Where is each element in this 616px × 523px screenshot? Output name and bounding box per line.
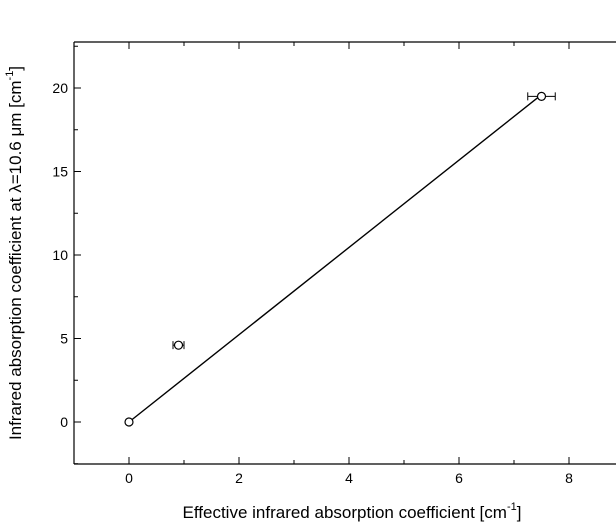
x-tick-label: 6 [455,470,463,486]
x-tick-label: 8 [565,470,573,486]
x-axis-label-sup: -1 [507,501,517,513]
y-tick-label: 0 [60,414,68,430]
y-tick-label: 5 [60,331,68,347]
x-tick-label: 4 [345,470,353,486]
y-axis-label-main: Infrared absorption coefficient at λ=10.… [6,80,25,440]
y-axis-label: Infrared absorption coefficient at λ=10.… [4,66,25,440]
y-ticks: 0 5 10 15 20 [52,45,81,465]
y-tick-label: 10 [52,247,68,263]
x-axis-label-main: Effective infrared absorption coefficien… [183,503,507,522]
y-tick-label: 20 [52,80,68,96]
data-point [536,91,547,101]
y-axis-label-end: ] [6,66,25,71]
x-tick-label: 0 [125,470,133,486]
x-tick-label: 2 [235,470,243,486]
y-tick-label: 15 [52,164,68,180]
y-axis-label-sup: -1 [4,71,16,81]
data-point [173,340,184,350]
data-points [124,91,556,427]
fit-line-group [128,94,542,423]
data-point [124,417,134,427]
x-axis-label-end: ] [517,503,522,522]
plot-frame [73,41,616,465]
fit-line [128,94,542,423]
x-axis-label: Effective infrared absorption coefficien… [183,501,522,522]
x-ticks: 0 2 4 6 8 [125,42,573,486]
